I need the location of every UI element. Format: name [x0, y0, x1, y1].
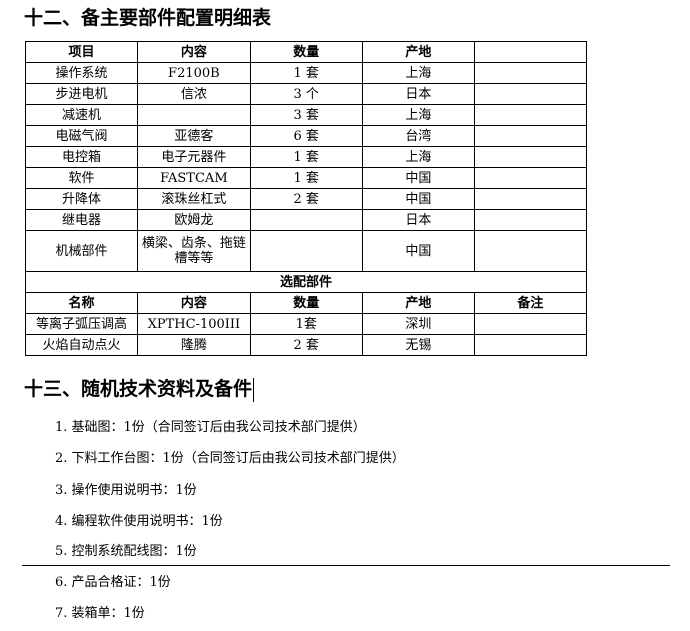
table-cell: 横梁、齿条、拖链槽等等	[137, 230, 251, 272]
table-cell: 继电器	[24, 209, 139, 231]
list-item: 2. 下料工作台图：1份（合同签订后由我公司技术部门提供）	[55, 451, 405, 466]
table-cell: 日本	[361, 83, 475, 105]
table-cell: 1套	[249, 313, 363, 335]
table-cell	[473, 334, 588, 356]
table-cell: 电控箱	[24, 146, 139, 168]
table-cell: 升降体	[24, 188, 139, 210]
table-row: 升降体 滚珠丝杠式 2 套中国	[24, 188, 588, 210]
text-cursor	[253, 378, 255, 402]
table-cell: 6 套	[249, 125, 363, 147]
table-cell: 火焰自动点火	[24, 334, 139, 356]
section-13-title: 十三、随机技术资料及备件	[24, 378, 253, 400]
list-item: 3. 操作使用说明书：1份	[55, 483, 197, 498]
table-cell: 中国	[361, 188, 475, 210]
page-break-line	[22, 565, 670, 566]
optional-title: 选配部件	[25, 271, 587, 293]
table-cell: 上海	[361, 62, 475, 84]
table-cell	[473, 125, 588, 147]
table-cell: 内容	[137, 292, 251, 314]
table-cell: 等离子弧压调高	[24, 313, 139, 335]
table-cell: 软件	[24, 167, 139, 189]
table-cell: 产地	[361, 292, 475, 314]
table-cell: 1 套	[249, 62, 363, 84]
table-cell: 上海	[361, 146, 475, 168]
table-cell	[473, 167, 588, 189]
table-cell	[473, 209, 588, 231]
table-cell: 3 套	[249, 104, 363, 126]
table-cell	[473, 313, 588, 335]
table-cell	[473, 83, 588, 105]
table-cell: 上海	[361, 104, 475, 126]
list-item: 7. 装箱单：1份	[55, 606, 145, 621]
optional-section-row: 选配部件	[25, 271, 587, 293]
table-cell: 滚珠丝杠式	[137, 188, 251, 210]
table-row: 名称 内容 数量 产地 备注	[24, 292, 588, 314]
list-item: 1. 基础图：1份（合同签订后由我公司技术部门提供）	[55, 420, 366, 435]
list-item: 6. 产品合格证：1份	[55, 575, 171, 590]
table-cell	[473, 146, 588, 168]
table-cell: 减速机	[24, 104, 139, 126]
table-cell: 台湾	[361, 125, 475, 147]
table-cell: 步进电机	[24, 83, 139, 105]
table-cell: 中国	[361, 167, 475, 189]
table-cell	[473, 41, 588, 63]
table-cell: 数量	[249, 41, 363, 63]
table-cell: 名称	[24, 292, 139, 314]
table-cell: XPTHC-100III	[137, 313, 251, 335]
table-row: 操作系统 F2100B 1 套上海	[24, 62, 588, 84]
parts-table: 项目 内容 数量 产地 操作系统 F2100B 1 套上海 步进电机 信浓 3 个日本 减速机 3 套…	[24, 41, 588, 356]
table-row: 电磁气阀 亚德客 6 套台湾	[24, 125, 588, 147]
table-row: 减速机 3 套上海	[24, 104, 588, 126]
table-cell	[137, 104, 251, 126]
table-cell: 中国	[361, 230, 475, 272]
table-cell: F2100B	[137, 62, 251, 84]
table-cell: 项目	[24, 41, 139, 63]
table-cell: 机械部件	[24, 230, 139, 272]
table-row: 等离子弧压调高 XPTHC-100III 1套 深圳	[24, 313, 588, 335]
table-cell: 信浓	[137, 83, 251, 105]
table-cell	[473, 62, 588, 84]
table-row: 软件 FASTCAM 1 套中国	[24, 167, 588, 189]
table-cell: 3 个	[249, 83, 363, 105]
list-item: 5. 控制系统配线图：1份	[55, 544, 197, 559]
table-cell: 2 套	[249, 334, 363, 356]
table-cell: 1 套	[249, 146, 363, 168]
table-cell: 无锡	[361, 334, 475, 356]
table-cell: 数量	[249, 292, 363, 314]
table-row: 电控箱 电子元器件 1 套上海	[24, 146, 588, 168]
table-row: 继电器 欧姆龙 日本	[24, 209, 588, 231]
table-cell	[473, 104, 588, 126]
table-cell	[473, 188, 588, 210]
table-cell: 深圳	[361, 313, 475, 335]
table-cell: 操作系统	[24, 62, 139, 84]
table-cell: 2 套	[249, 188, 363, 210]
table-cell: 内容	[137, 41, 251, 63]
section-12-heading: 十二、备主要部件配置明细表	[24, 7, 272, 29]
list-item: 4. 编程软件使用说明书：1份	[55, 514, 223, 529]
table-row: 项目 内容 数量 产地	[24, 41, 588, 63]
table-cell: 电磁气阀	[24, 125, 139, 147]
table-row: 火焰自动点火 隆腾 2 套无锡	[24, 334, 588, 356]
table-cell	[249, 209, 363, 231]
table-cell	[473, 230, 588, 272]
table-cell: 亚德客	[137, 125, 251, 147]
table-cell: 欧姆龙	[137, 209, 251, 231]
table-cell: 电子元器件	[137, 146, 251, 168]
table-cell: 1 套	[249, 167, 363, 189]
section-13-heading: 十三、随机技术资料及备件	[24, 374, 255, 402]
table-cell: 产地	[361, 41, 475, 63]
table-cell: 备注	[473, 292, 588, 314]
table-row: 机械部件 横梁、齿条、拖链槽等等 中国	[24, 230, 588, 272]
table-cell: 隆腾	[137, 334, 251, 356]
table-row: 步进电机 信浓 3 个日本	[24, 83, 588, 105]
table-cell	[249, 230, 363, 272]
table-cell: 日本	[361, 209, 475, 231]
table-cell: FASTCAM	[137, 167, 251, 189]
